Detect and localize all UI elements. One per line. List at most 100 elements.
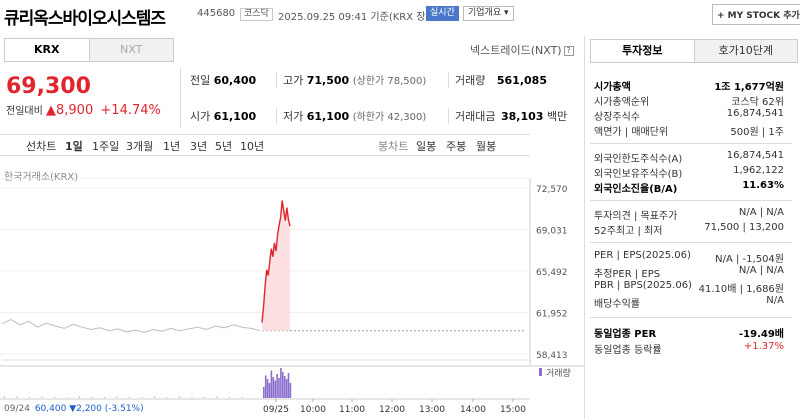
volume-bar <box>104 397 105 398</box>
volume-bar <box>280 368 282 398</box>
realtime-button[interactable]: 실시간 <box>426 6 459 21</box>
x-tick-label: 11:00 <box>339 405 365 415</box>
info-value: N/A | N/A <box>738 207 784 218</box>
volume-bar <box>278 378 280 398</box>
change-rate: +14.74% <box>100 103 161 118</box>
info-divider <box>590 317 792 318</box>
info-label: 52주최고 | 최저 <box>594 226 663 237</box>
price-chart[interactable]: 72,570 69,031 65,492 61,952 58,413 거래량 09/25… <box>0 178 584 419</box>
period-1y[interactable]: 1년 <box>163 140 181 153</box>
volume-bar <box>166 397 168 398</box>
info-row: 동일업종 PER -19.49배 <box>594 325 784 340</box>
help-icon[interactable]: ? <box>563 46 574 56</box>
open-price: 시가 61,100 <box>190 110 257 123</box>
info-label: 동일업종 등락률 <box>594 345 662 356</box>
info-value: 11.63% <box>742 180 784 191</box>
volume-bar <box>79 396 80 398</box>
period-3y[interactable]: 3년 <box>190 140 208 153</box>
market-tabs: KRX NXT <box>4 38 174 62</box>
info-row: 액면가 | 매매단위 500원 | 1주 <box>594 123 784 138</box>
candle-week[interactable]: 주봉 <box>446 140 467 153</box>
price-change: 전일대비 ▲8,900 +14.74% <box>6 102 161 118</box>
y-tick-label: 65,492 <box>536 268 568 278</box>
x-tick-label: 09/25 <box>263 405 289 415</box>
info-row: 시가총액 1조 1,677억원 <box>594 78 784 93</box>
volume-bar <box>66 397 68 398</box>
volume-bar <box>276 374 278 398</box>
change-label: 전일대비 <box>6 106 43 117</box>
candle-month[interactable]: 월봉 <box>476 140 497 153</box>
period-1w[interactable]: 1주일 <box>92 140 120 153</box>
tab-invest-info[interactable]: 투자정보 <box>591 40 694 62</box>
period-5y[interactable]: 5년 <box>215 140 233 153</box>
quote-time: 2025.09.25 09:41 기준(KRX 장중) <box>278 12 439 23</box>
high-price: 고가 71,500 (상한가 78,500) <box>276 72 426 88</box>
low-price: 저가 61,100 (하한가 42,300) <box>276 108 426 124</box>
nextrade-link[interactable]: 넥스트레이드(NXT)? <box>470 42 574 58</box>
volume-bar <box>268 383 271 398</box>
volume-bar <box>270 370 273 398</box>
info-value: +1.37% <box>743 341 784 352</box>
prev-day-info: 09/24 60,400 ▼2,200 (-3.51%) <box>4 404 144 414</box>
tab-krx[interactable]: KRX <box>5 39 89 61</box>
info-row: 외국인소진율(B/A) 11.63% <box>594 180 784 195</box>
company-overview-label: 기업개요 <box>468 8 502 18</box>
info-label: PBR | BPS(2025.06) <box>594 280 692 291</box>
line-chart-button[interactable]: 선차트 <box>26 140 57 153</box>
info-divider <box>590 143 792 144</box>
volume-legend-label: 거래량 <box>546 367 571 379</box>
info-label: PER | EPS(2025.06) <box>594 250 691 261</box>
info-row: 동일업종 등락률 +1.37% <box>594 341 784 356</box>
volume-bar <box>241 397 243 398</box>
invest-info-panel <box>584 36 798 419</box>
x-tick-label: 13:00 <box>419 405 445 415</box>
nextrade-label: 넥스트레이드(NXT) <box>470 44 562 57</box>
volume-bar <box>266 379 269 398</box>
volume-bar <box>272 377 275 398</box>
x-tick-label: 14:00 <box>460 405 486 415</box>
y-tick-label: 58,413 <box>536 351 568 361</box>
today-area <box>262 200 290 331</box>
volume-bar <box>41 396 43 398</box>
volume-bar <box>29 397 30 398</box>
volume-bar <box>116 396 118 398</box>
tab-order-book[interactable]: 호가10단계 <box>693 40 797 62</box>
info-row: 외국인한도주식수(A) 16,874,541 <box>594 150 784 165</box>
period-1d[interactable]: 1일 <box>65 140 83 153</box>
volume-bar <box>91 397 93 398</box>
info-value: N/A | N/A <box>738 265 784 276</box>
prev-day-line <box>1 319 261 334</box>
info-value: N/A <box>766 295 784 306</box>
volume-legend-swatch <box>539 368 542 376</box>
info-label: 추정PER | EPS <box>594 269 661 280</box>
volume-bar <box>129 397 130 398</box>
info-row: 외국인보유주식수(B) 1,962,122 <box>594 165 784 180</box>
info-row: 상장주식수 16,874,541 <box>594 108 784 123</box>
x-tick-label: 15:00 <box>500 405 526 415</box>
candle-day[interactable]: 일봉 <box>416 140 437 153</box>
tab-nxt[interactable]: NXT <box>88 39 173 61</box>
company-overview-select[interactable]: 기업개요 ▾ <box>463 6 514 21</box>
period-10y[interactable]: 10년 <box>240 140 265 153</box>
y-tick-label: 69,031 <box>536 227 568 237</box>
info-label: 외국인한도주식수(A) <box>594 154 683 165</box>
volume-bar <box>154 396 155 398</box>
period-3m[interactable]: 3개월 <box>126 140 154 153</box>
info-label: 투자의견 | 목표주가 <box>594 211 678 222</box>
volume-bar <box>285 379 288 398</box>
info-label: 외국인보유주식수(B) <box>594 169 683 180</box>
chevron-down-icon: ▾ <box>504 8 509 18</box>
info-value: 1조 1,677억원 <box>714 82 784 93</box>
volume-bar <box>274 380 276 398</box>
candle-chart-button[interactable]: 봉차트 <box>378 140 409 153</box>
info-row: PBR | BPS(2025.06) 41.10배 | 1,686원 <box>594 280 784 295</box>
prev-day-rate: (-3.51%) <box>104 404 144 414</box>
add-mystock-button[interactable]: + MY STOCK 추가 <box>712 4 800 25</box>
info-divider <box>590 200 792 201</box>
info-value: 41.10배 | 1,686원 <box>698 284 784 295</box>
market-badge: 코스닥 <box>240 8 273 21</box>
info-label: 배당수익률 <box>594 299 640 310</box>
info-divider <box>590 242 792 243</box>
info-value: 코스닥 62위 <box>731 97 784 108</box>
volume-bar <box>283 376 286 398</box>
